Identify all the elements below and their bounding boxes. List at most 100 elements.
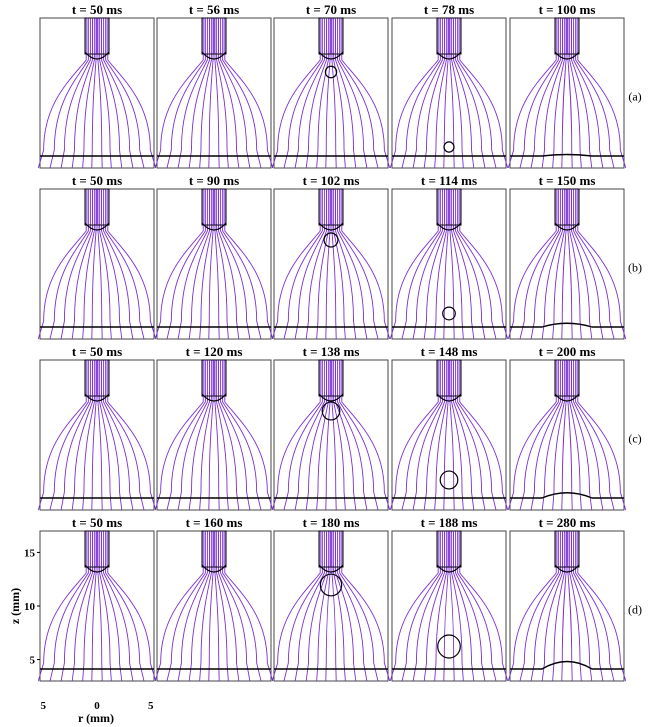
field-line [325, 360, 331, 511]
field-line [220, 531, 251, 682]
field-line [218, 18, 240, 169]
field-line [60, 18, 91, 169]
field-line [91, 189, 97, 340]
field-line [449, 531, 455, 682]
field-line [60, 531, 91, 682]
field-line [401, 18, 441, 169]
field-line [208, 531, 214, 682]
panel: t = 120 ms [154, 344, 274, 511]
panel-title: t = 100 ms [539, 2, 596, 17]
field-line [457, 18, 497, 169]
field-line [455, 531, 486, 682]
field-line [519, 531, 559, 682]
field-line [573, 360, 604, 511]
panel-title: t = 56 ms [189, 2, 239, 17]
field-line [341, 531, 391, 682]
field-line [105, 360, 145, 511]
field-line [541, 189, 563, 340]
field-line [71, 18, 93, 169]
field-line [224, 189, 274, 340]
field-line [459, 18, 509, 169]
field-line [339, 189, 379, 340]
y-tick-label: 15 [24, 547, 36, 559]
field-line [105, 189, 145, 340]
field-line [214, 360, 220, 511]
field-line [214, 18, 220, 169]
panel: t = 90 ms [154, 173, 274, 340]
field-line [453, 531, 475, 682]
field-line [577, 531, 627, 682]
field-line [37, 360, 87, 511]
field-line [331, 531, 337, 682]
field-line [154, 360, 204, 511]
field-line [573, 18, 604, 169]
field-line [60, 360, 91, 511]
panel-title: t = 188 ms [421, 515, 478, 530]
field-line [224, 360, 274, 511]
falling-drop [443, 141, 455, 153]
field-line [339, 360, 379, 511]
pendant-drop [436, 222, 462, 231]
pendant-drop [84, 51, 110, 60]
panel: t = 70 ms [271, 2, 391, 169]
field-line [216, 360, 229, 511]
field-line [107, 360, 157, 511]
field-line [82, 360, 95, 511]
panel: t = 56 ms [154, 2, 274, 169]
field-line [571, 531, 593, 682]
field-line [569, 18, 582, 169]
field-line [224, 531, 274, 682]
pendant-drop [436, 564, 462, 573]
panel: t = 114 ms [389, 173, 509, 340]
field-line [339, 531, 379, 682]
field-line [552, 360, 565, 511]
field-line [49, 18, 89, 169]
field-line [569, 189, 582, 340]
field-line [333, 18, 346, 169]
pendant-drop [318, 393, 344, 402]
field-line [333, 360, 346, 511]
field-line [82, 531, 95, 682]
field-line [569, 531, 582, 682]
falling-drop [437, 634, 461, 659]
pendant-drop [554, 222, 580, 231]
field-line [154, 189, 204, 340]
field-line [571, 360, 593, 511]
field-line [283, 531, 323, 682]
field-line [434, 189, 447, 340]
field-line [166, 360, 206, 511]
field-line [82, 18, 95, 169]
field-line [71, 531, 93, 682]
x-tick-label: 0 [94, 700, 100, 712]
field-line [457, 189, 497, 340]
field-line [567, 18, 573, 169]
field-line [222, 360, 262, 511]
field-line [177, 360, 208, 511]
field-line [305, 18, 327, 169]
y-axis: z (mm) 15 10 5 [8, 547, 40, 667]
panel-title: t = 160 ms [186, 515, 243, 530]
panel-title: t = 70 ms [306, 2, 356, 17]
liquid-surface [510, 492, 624, 499]
field-line [37, 18, 87, 169]
field-line [199, 531, 212, 682]
liquid-surface [510, 153, 624, 157]
field-line [271, 531, 321, 682]
field-line [71, 189, 93, 340]
pendant-drop [554, 393, 580, 402]
field-line [97, 360, 103, 511]
field-line [443, 189, 449, 340]
field-line [188, 189, 210, 340]
field-line [97, 189, 103, 340]
field-line [222, 531, 262, 682]
pendant-drop [84, 564, 110, 573]
field-line [567, 531, 573, 682]
row-label: (b) [628, 261, 642, 275]
field-line [451, 18, 464, 169]
field-line [177, 531, 208, 682]
field-line [561, 360, 567, 511]
field-line [389, 189, 439, 340]
field-line [199, 189, 212, 340]
field-line [316, 18, 329, 169]
